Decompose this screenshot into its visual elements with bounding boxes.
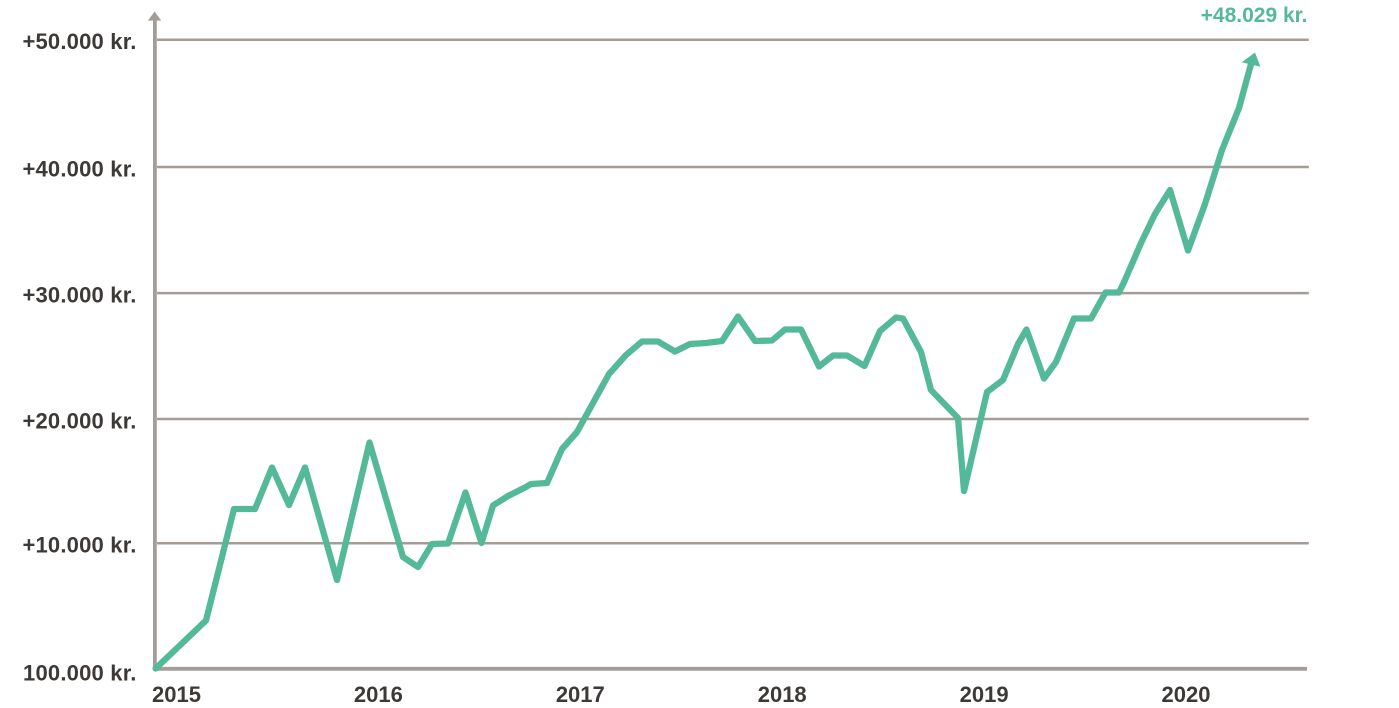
- svg-text:2018: 2018: [758, 682, 807, 707]
- svg-text:+48.029 kr.: +48.029 kr.: [1201, 4, 1308, 27]
- svg-text:+40.000 kr.: +40.000 kr.: [22, 156, 136, 181]
- svg-text:+20.000 kr.: +20.000 kr.: [22, 408, 136, 433]
- svg-text:100.000 kr.: 100.000 kr.: [23, 661, 137, 686]
- svg-text:2020: 2020: [1162, 682, 1211, 707]
- svg-text:2016: 2016: [354, 682, 403, 707]
- svg-text:2019: 2019: [960, 682, 1009, 707]
- svg-text:+10.000 kr.: +10.000 kr.: [22, 533, 136, 558]
- svg-text:+30.000 kr.: +30.000 kr.: [22, 283, 136, 308]
- svg-text:+50.000 kr.: +50.000 kr.: [22, 29, 136, 54]
- svg-text:2017: 2017: [556, 682, 605, 707]
- svg-text:2015: 2015: [152, 682, 201, 707]
